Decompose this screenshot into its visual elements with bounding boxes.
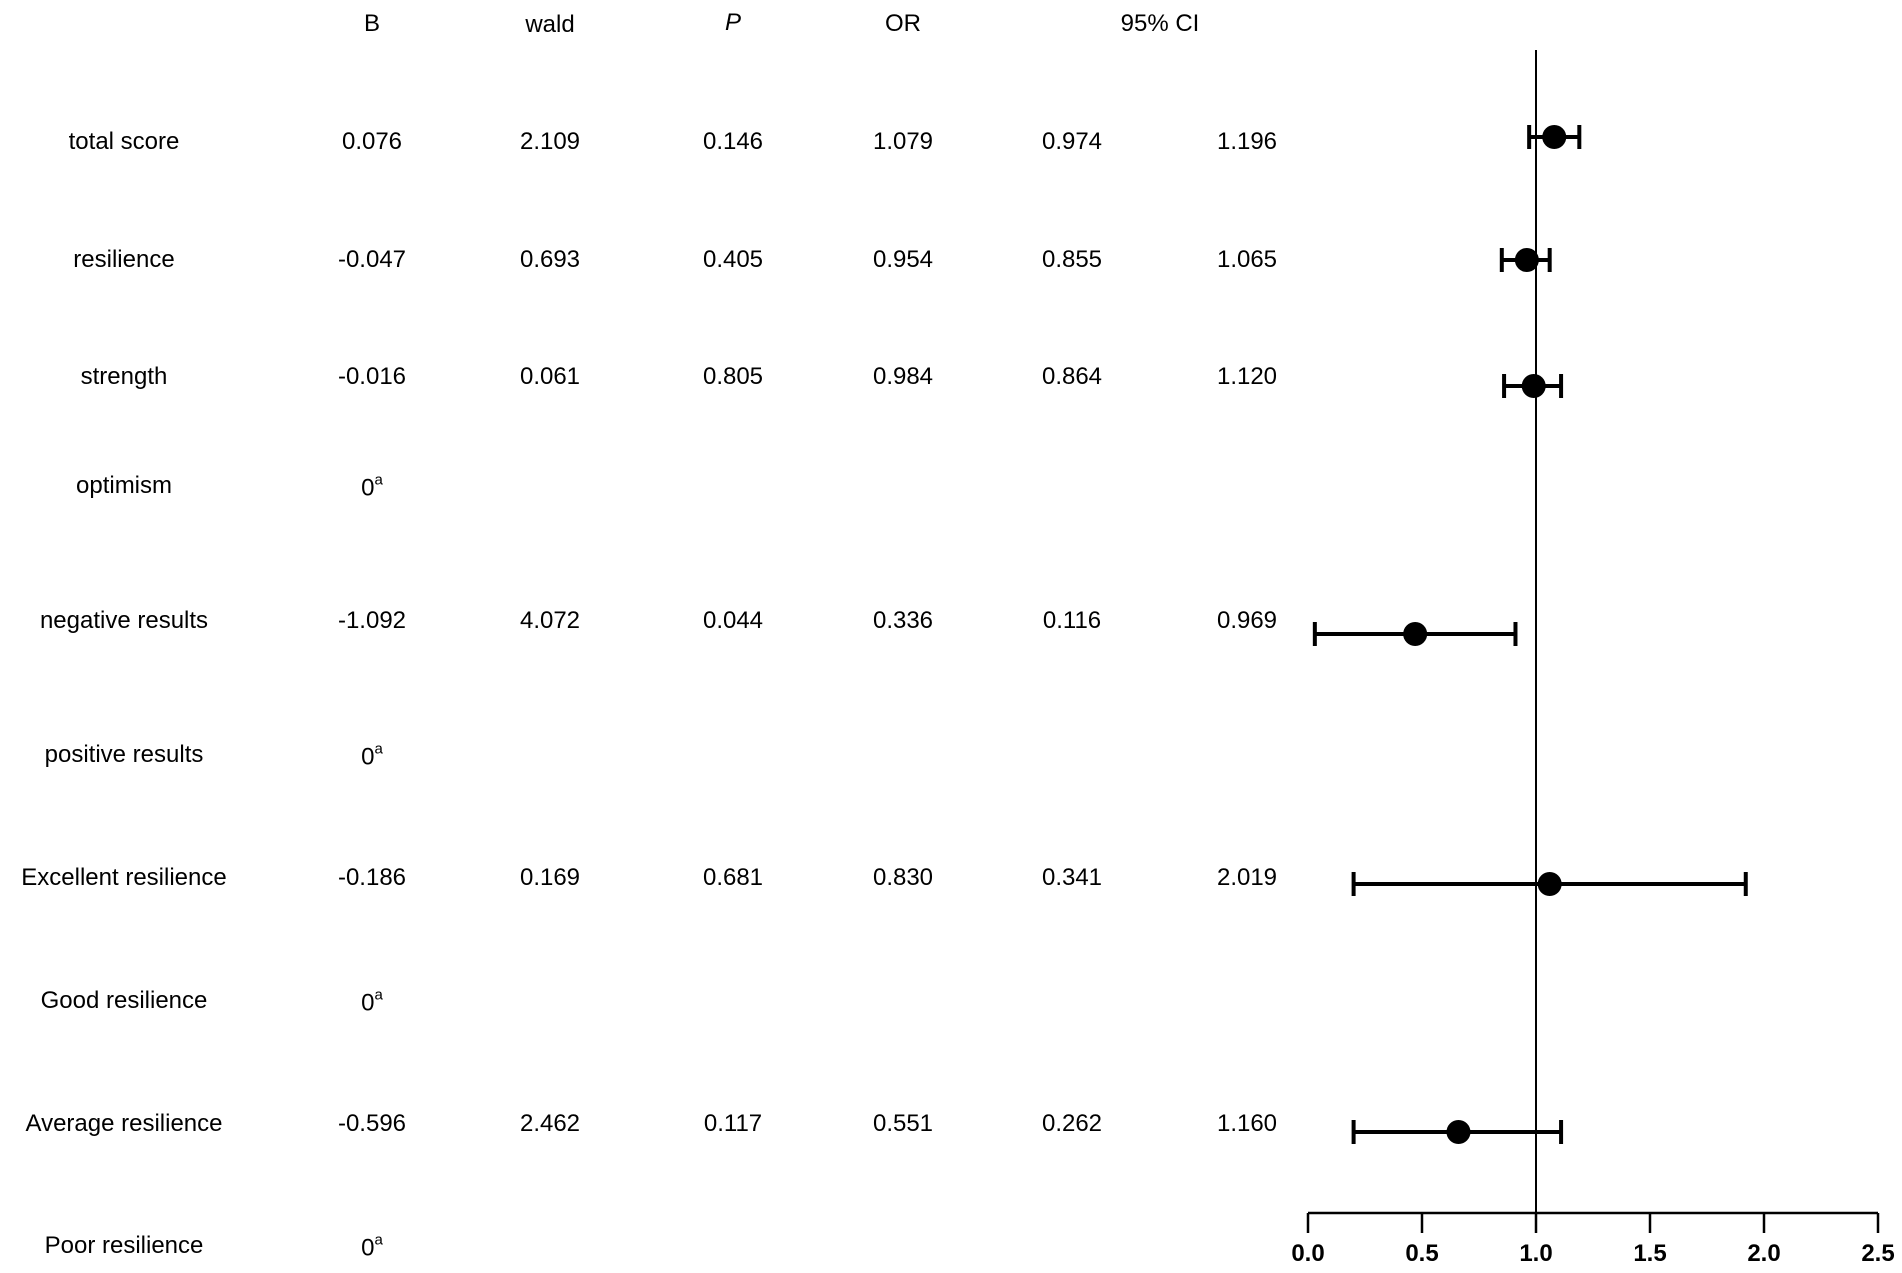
cell-ci-high: 1.160 [1216,1110,1278,1137]
x-tick-label: 0.0 [1291,1240,1324,1267]
cell-or: 0.984 [872,363,934,390]
row-label: Good resilience [40,987,208,1014]
cell-ci-high: 1.065 [1216,246,1278,273]
cell-or: 1.079 [872,128,934,155]
footnote-marker: a [374,1231,383,1249]
footnote-marker: a [374,740,383,758]
cell-wald: 2.462 [519,1110,581,1137]
cell-b: 0.076 [341,128,403,155]
row-label: strength [80,363,168,390]
row-label: Poor resilience [44,1232,204,1259]
cell-b: 0a [361,986,383,1017]
cell-ci-low: 0.341 [1041,864,1103,891]
x-tick-label: 1.5 [1633,1240,1666,1267]
or-point [1514,248,1539,272]
cell-b: -0.047 [337,246,407,273]
cell-p: 0.146 [702,128,764,155]
cell-ci-high: 1.120 [1216,363,1278,390]
or-point [1446,1120,1471,1144]
cell-ci-high: 1.196 [1216,128,1278,155]
cell-b: 0a [361,471,383,502]
cell-or: 0.336 [872,607,934,634]
header-b: B [363,10,381,37]
cell-ci-high: 0.969 [1216,607,1278,634]
or-point [1403,622,1428,646]
row-label: negative results [39,607,209,634]
header-ci: 95% CI [1120,10,1200,37]
row-label: Excellent resilience [21,864,227,891]
header-p: P [724,9,742,36]
x-tick-label: 2.5 [1861,1240,1894,1267]
cell-ci-high: 2.019 [1216,864,1278,891]
row-label: total score [68,128,180,155]
x-tick-label: 2.0 [1747,1240,1780,1267]
cell-ci-low: 0.262 [1041,1110,1103,1137]
cell-ci-low: 0.855 [1041,246,1103,273]
row-label: optimism [75,472,173,499]
cell-ci-low: 0.116 [1042,607,1102,634]
or-point [1537,872,1562,896]
footnote-marker: a [374,986,383,1004]
cell-p: 0.805 [702,363,764,390]
cell-wald: 2.109 [519,128,581,155]
x-tick-label: 1.0 [1519,1240,1552,1267]
cell-wald: 4.072 [519,607,581,634]
or-point [1521,374,1546,398]
cell-b: 0a [361,740,383,771]
x-tick-label: 0.5 [1405,1240,1438,1267]
footnote-marker: a [374,471,383,489]
or-point [1542,125,1567,149]
cell-wald: 0.169 [519,864,581,891]
cell-b: -1.092 [337,607,407,634]
cell-b: 0a [361,1231,383,1262]
cell-wald: 0.061 [519,363,581,390]
row-label: Average resilience [25,1110,223,1137]
cell-p: 0.117 [703,1110,763,1137]
row-label: positive results [44,741,204,768]
cell-or: 0.954 [872,246,934,273]
cell-p: 0.405 [702,246,764,273]
cell-or: 0.551 [872,1110,934,1137]
cell-ci-low: 0.864 [1041,363,1103,390]
cell-b: -0.596 [337,1110,407,1137]
cell-or: 0.830 [872,864,934,891]
cell-ci-low: 0.974 [1041,128,1103,155]
header-wald: wald [525,11,575,38]
header-or: OR [885,10,921,37]
cell-wald: 0.693 [519,246,581,273]
cell-b: -0.016 [337,363,407,390]
row-label: resilience [73,246,175,273]
cell-p: 0.681 [702,864,764,891]
cell-b: -0.186 [337,864,407,891]
cell-p: 0.044 [702,607,764,634]
